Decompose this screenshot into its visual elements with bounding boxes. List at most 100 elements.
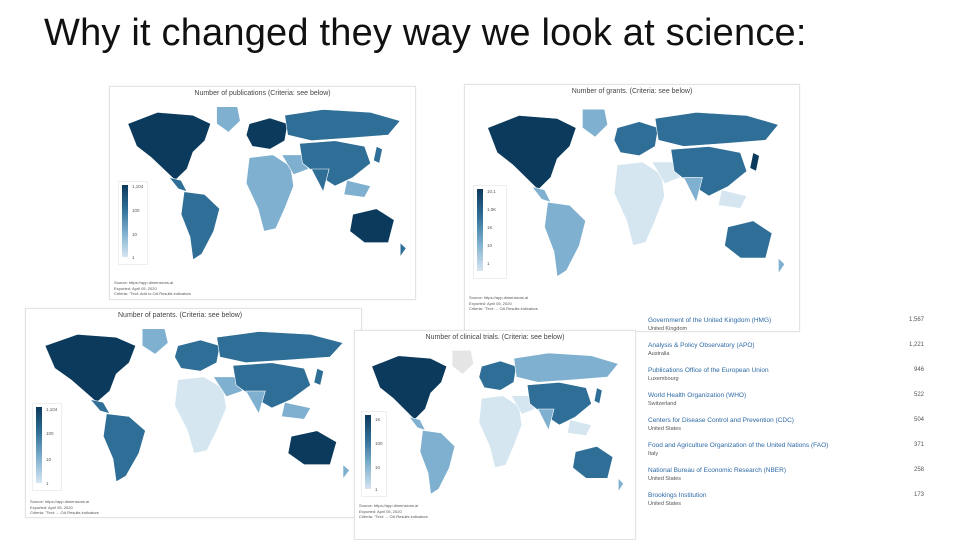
region-russia	[654, 111, 779, 147]
region-greenland	[451, 350, 474, 375]
publications-map-title: Number of publications (Criteria: see be…	[194, 90, 331, 97]
region-india	[537, 408, 555, 432]
region-asia	[670, 146, 748, 197]
organization-link[interactable]: Food and Agriculture Organization of the…	[648, 442, 829, 449]
region-europe	[613, 121, 659, 157]
legend-scale	[365, 415, 371, 489]
organization-count: 522	[913, 392, 924, 398]
legend-label: 100	[375, 441, 383, 446]
clinical-trials-map-title: Number of clinical trials. (Criteria: se…	[425, 334, 565, 341]
region-greenland	[216, 106, 241, 133]
list-item: National Bureau of Economic Research (NB…	[640, 462, 930, 487]
organization-count: 371	[913, 442, 924, 448]
patents-map-panel: Number of patents. (Criteria: see below)…	[25, 308, 362, 518]
legend-label: 1,104	[132, 184, 144, 189]
region-australia	[287, 430, 337, 465]
region-central-america	[89, 399, 111, 415]
legend-label: 1K	[375, 417, 381, 422]
region-japan	[373, 145, 383, 164]
legend-label: 10	[46, 457, 52, 462]
region-europe	[174, 339, 221, 372]
region-north-america	[127, 111, 212, 181]
organization-country: Switzerland	[648, 400, 677, 407]
list-item: Analysis & Policy Observatory (APO) Aust…	[640, 337, 930, 362]
legend-label: 1.0K	[487, 207, 497, 212]
region-india	[245, 390, 266, 415]
slide-title: Why it changed they way we look at scien…	[44, 12, 807, 54]
organization-country: United States	[648, 475, 682, 482]
source-line: Exported: April 05, 2020	[114, 285, 157, 291]
region-south-america	[102, 413, 146, 483]
region-asia	[299, 140, 371, 187]
region-new-zealand	[399, 242, 407, 258]
organization-link[interactable]: Brookings Institution	[648, 492, 707, 499]
legend-label: 100	[46, 431, 54, 436]
organization-link[interactable]: World Health Organization (WHO)	[648, 392, 747, 399]
grants-map-panel: Number of grants. (Criteria: see below) …	[464, 84, 800, 332]
source-line: Exported: April 05, 2020	[469, 300, 512, 306]
region-southeast-asia	[281, 401, 312, 420]
legend-label: 10	[487, 243, 493, 248]
patents-map-title: Number of patents. (Criteria: see below)	[118, 312, 243, 319]
region-south-america	[419, 429, 456, 495]
region-japan	[593, 387, 603, 405]
region-africa	[245, 154, 294, 232]
organization-link[interactable]: Centers for Disease Control and Preventi…	[648, 417, 794, 424]
list-item: Food and Agriculture Organization of the…	[640, 437, 930, 462]
region-asia	[232, 362, 311, 409]
region-australia	[349, 208, 395, 243]
region-central-america	[531, 186, 552, 203]
organization-count: 504	[913, 417, 924, 423]
organization-country: United States	[648, 425, 682, 432]
organization-country: Italy	[648, 450, 659, 457]
region-japan	[749, 152, 760, 172]
region-central-america	[168, 177, 188, 193]
region-new-zealand	[778, 257, 786, 275]
world-map-grants	[487, 108, 786, 278]
organization-ranking-list: Government of the United Kingdom (HMG) U…	[640, 312, 930, 512]
legend-scale	[477, 189, 483, 271]
organization-country: Australia	[648, 350, 670, 357]
organization-count: 946	[913, 367, 924, 373]
region-south-america	[544, 201, 586, 278]
legend-label: 1	[132, 255, 135, 260]
list-item: Brookings Institution United States 173	[640, 487, 930, 512]
organization-link[interactable]: Publications Office of the European Unio…	[648, 367, 769, 374]
grants-map-title: Number of grants. (Criteria: see below)	[571, 88, 693, 95]
world-map-publications	[127, 106, 407, 261]
region-central-america	[408, 416, 426, 431]
region-africa	[478, 395, 523, 469]
legend-label: 1	[487, 261, 490, 266]
region-south-america	[180, 191, 220, 261]
source-line: Exported: April 05, 2020	[359, 508, 402, 514]
legend-scale	[36, 407, 42, 483]
organization-country: United Kingdom	[648, 325, 688, 332]
organization-link[interactable]: National Bureau of Economic Research (NB…	[648, 467, 787, 474]
source-note: Source: https://app.dimensions.ai Export…	[359, 503, 428, 520]
organization-link[interactable]: Government of the United Kingdom (HMG)	[648, 317, 772, 324]
source-line: Source: https://app.dimensions.ai	[30, 499, 90, 504]
list-item: Government of the United Kingdom (HMG) U…	[640, 312, 930, 337]
legend-frame	[32, 403, 62, 491]
region-australia	[724, 220, 773, 259]
legend-scale	[122, 185, 128, 257]
region-north-america	[44, 333, 137, 403]
legend-label: 1K	[487, 225, 493, 230]
organization-link[interactable]: Analysis & Policy Observatory (APO)	[648, 342, 755, 349]
region-africa	[174, 376, 227, 454]
region-north-america	[487, 115, 577, 191]
source-note: Source: https://app.dimensions.ai Export…	[469, 295, 538, 312]
region-greenland	[582, 108, 609, 138]
organization-count: 1,567	[908, 317, 924, 323]
world-map-patents	[44, 328, 350, 483]
publications-map-panel: Number of publications (Criteria: see be…	[109, 86, 416, 300]
source-line: Source: https://app.dimensions.ai	[359, 503, 419, 508]
source-line: Criteria: "Text: ... OA Results indicato…	[469, 306, 538, 311]
region-russia	[284, 109, 401, 142]
region-north-america	[371, 355, 448, 421]
region-southeast-asia	[567, 419, 592, 437]
legend-label: 1,104	[46, 407, 58, 412]
organization-count: 258	[913, 467, 924, 473]
source-line: Criteria: "Text: ... OA Results indicato…	[359, 514, 428, 519]
region-new-zealand	[617, 477, 624, 493]
